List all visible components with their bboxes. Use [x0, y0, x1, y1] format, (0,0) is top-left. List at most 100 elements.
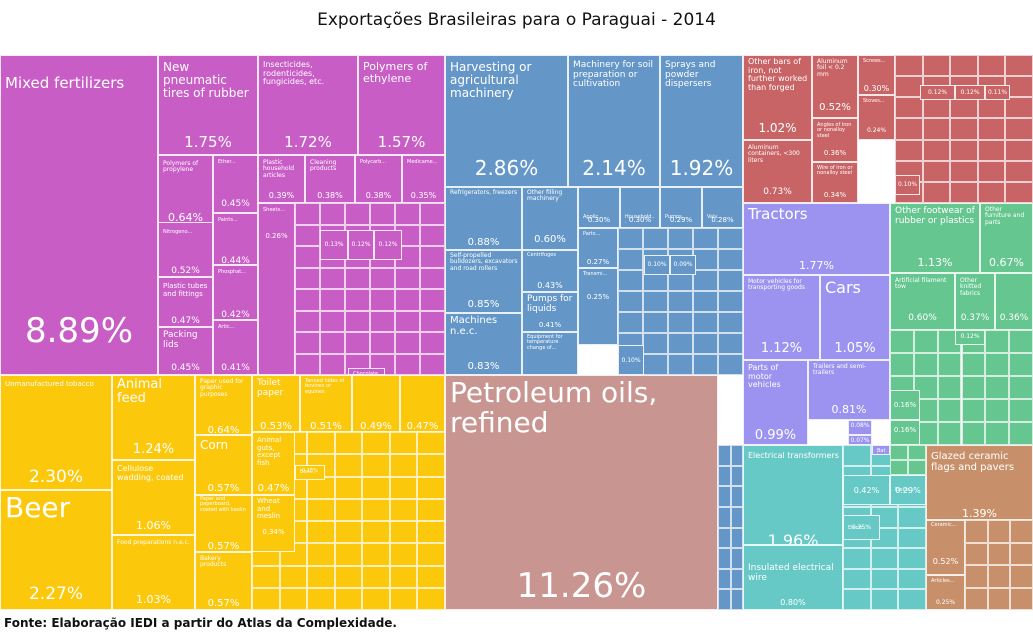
treemap-tile: Household... 0.30%: [620, 187, 660, 228]
tile-label: Sheets...: [263, 207, 285, 213]
minor-tile: [334, 543, 363, 566]
minor-tile: [345, 289, 370, 311]
minor-tile: [345, 310, 370, 332]
minor-tile: [370, 289, 395, 311]
minor-tile: [937, 422, 962, 445]
minor-tile: [977, 139, 1006, 161]
minor-tile: [693, 249, 718, 270]
treemap-tile: Polymers of ethylene 1.57%: [358, 55, 445, 155]
minor-tile: [320, 203, 345, 225]
tile-label: Corn: [200, 438, 229, 452]
minor-tile: [890, 330, 914, 353]
tile-value: 0.52%: [819, 102, 851, 113]
tile-value: 0.57%: [207, 541, 240, 552]
minor-tile: [1009, 353, 1033, 376]
treemap-tile: Centrifuges 0.43%: [522, 250, 578, 292]
minor-tile: [395, 310, 420, 332]
treemap-tile: Other bars of iron, not further worked t…: [743, 55, 812, 140]
tile-value: 1.72%: [284, 133, 332, 151]
tile-label: Wheat and meslin: [257, 497, 281, 521]
minor-tile: [417, 565, 445, 588]
minor-tile: [693, 312, 718, 333]
treemap-tile: 0.09%: [670, 255, 696, 275]
tile-label: Harvesting or agricultural machinery: [450, 60, 532, 100]
tile-label: Electr...: [848, 525, 867, 531]
tile-value: 2.86%: [474, 156, 539, 180]
tile-value: 0.57%: [207, 483, 240, 494]
treemap-tile: 0.49%: [352, 375, 400, 432]
minor-tile: [668, 333, 693, 354]
minor-tile: [370, 267, 395, 289]
tile-value: 0.08%: [850, 422, 870, 429]
minor-tile: [922, 55, 951, 77]
minor-tile: [395, 289, 420, 311]
minor-tile: [987, 587, 1011, 610]
tile-value: 0.64%: [168, 211, 203, 224]
minor-tile: [937, 353, 962, 376]
tile-value: 0.29%: [895, 486, 921, 495]
treemap-tile: Medicame... 0.35%: [402, 155, 445, 203]
treemap-tile: Artificial filament tow 0.60%: [890, 273, 955, 330]
treemap-tile: Phosphat... 0.42%: [213, 265, 258, 320]
tile-label: Equipment for temperature change of...: [527, 334, 563, 351]
minor-tile: [295, 332, 320, 354]
treemap-tile: Artic... 0.41%: [213, 320, 258, 375]
tile-value: 1.13%: [917, 256, 953, 269]
tile-value: 0.35%: [410, 191, 437, 200]
treemap-tile: Paper and paperboard, coated with kaolin…: [195, 495, 252, 552]
treemap-tile: Beer 2.27%: [0, 490, 112, 610]
minor-tile: [334, 587, 363, 610]
tile-value: 0.67%: [989, 256, 1024, 269]
tile-value: 0.13%: [324, 241, 344, 248]
treemap-tile: Tanned hides of bovines or equines 0.51%: [300, 375, 352, 432]
minor-tile: [295, 289, 320, 311]
minor-tile: [320, 353, 345, 375]
tile-value: 1.39%: [962, 507, 997, 520]
minor-tile: [417, 587, 445, 610]
minor-tile: [950, 118, 978, 140]
minor-tile: [295, 267, 320, 289]
treemap-tile: Other filling machinery 0.60%: [522, 187, 578, 250]
tile-value: 0.45%: [221, 199, 250, 209]
minor-tile: [618, 249, 643, 270]
tile-value: 1.02%: [758, 121, 797, 135]
tile-value: 8.89%: [24, 311, 133, 351]
minor-tile: [870, 568, 899, 590]
tile-label: Household...: [625, 214, 655, 226]
tile-label: Articles...: [931, 578, 955, 584]
treemap-tile: Plastic tubes and fittings 0.47%: [158, 277, 213, 327]
minor-tile: [362, 432, 390, 455]
minor-tile: [895, 139, 923, 161]
minor-tile: [922, 97, 951, 119]
tile-value: 0.49%: [360, 421, 392, 432]
tile-label: Packing lids: [163, 330, 198, 350]
tile-value: 0.41%: [538, 321, 562, 329]
minor-tile: [718, 527, 731, 549]
tile-value: 1.77%: [799, 259, 834, 272]
treemap-tile: Equipment for temperature change of...: [522, 332, 578, 375]
minor-tile: [1005, 55, 1033, 77]
tile-value: 0.99%: [754, 428, 797, 443]
tile-value: 2.30%: [28, 467, 83, 487]
tile-value: 1.12%: [760, 341, 803, 356]
treemap-tile: Aluminum foil < 0.2 mm 0.52%: [812, 55, 858, 118]
minor-tile: [668, 228, 693, 249]
tile-value: 1.24%: [132, 442, 175, 457]
minor-tile: [843, 548, 871, 569]
tile-value: 0.39%: [268, 191, 295, 200]
tile-label: New pneumatic tires of rubber: [163, 60, 249, 100]
tile-value: 0.85%: [467, 299, 500, 310]
tile-value: 2.27%: [28, 584, 83, 604]
tile-label: Insecticides, rodenticides, fungicides, …: [263, 60, 325, 87]
treemap-tile: Animal guts, except fish 0.47%: [252, 432, 295, 495]
minor-tile: [950, 139, 978, 161]
tile-value: 0.52%: [932, 557, 959, 566]
tile-label: Other footwear of rubber or plastics: [895, 206, 975, 226]
minor-tile: [307, 432, 335, 455]
tile-label: Aluminum foil < 0.2 mm: [817, 58, 848, 78]
minor-tile: [295, 353, 320, 375]
tile-value: 0.38%: [365, 191, 392, 200]
tile-label: Machines n.e.c.: [450, 315, 498, 337]
tile-value: 0.52%: [171, 266, 200, 276]
minor-tile: [965, 520, 988, 543]
